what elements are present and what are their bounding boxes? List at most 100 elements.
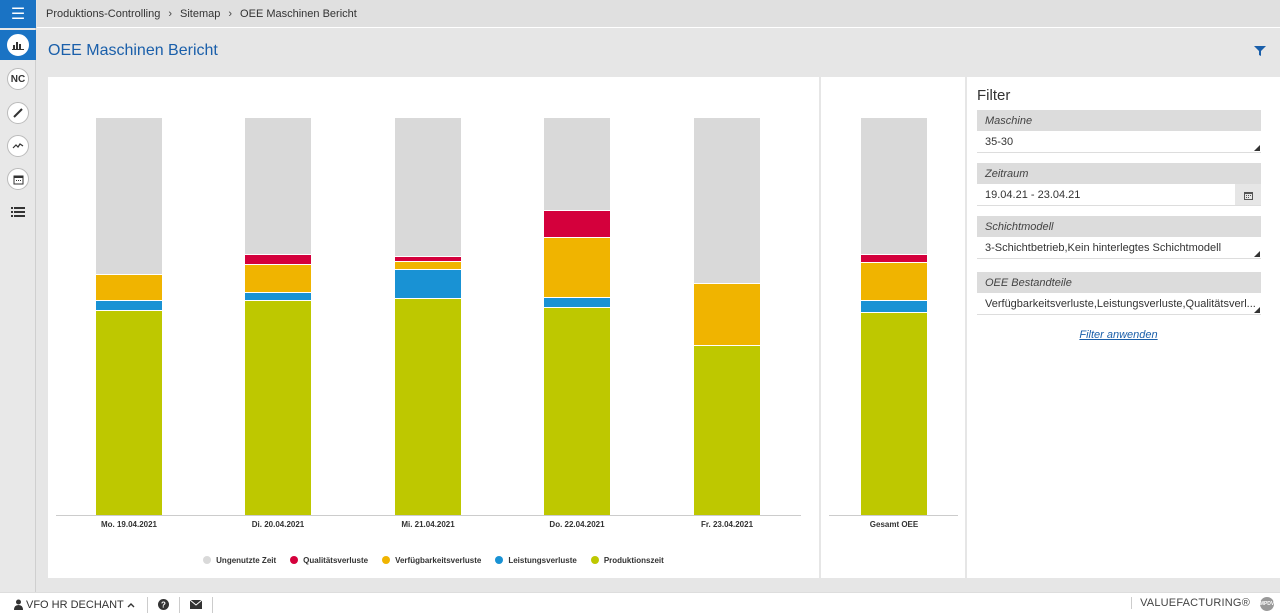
filter-shift-model: Schichtmodell 3-Schichtbetrieb,Kein hint… xyxy=(977,216,1261,259)
stacked-bar[interactable] xyxy=(395,77,461,515)
legend-label: Ungenutzte Zeit xyxy=(216,555,277,565)
bar-segment-ungenutzte-zeit[interactable] xyxy=(245,117,311,255)
breadcrumb-item[interactable]: Sitemap xyxy=(180,7,221,20)
sidebar-item-pen[interactable] xyxy=(0,98,36,128)
legend-dot-icon xyxy=(203,556,212,564)
bar-segment-qualit-tsverluste[interactable] xyxy=(395,256,461,262)
legend-item[interactable]: Produktionszeit xyxy=(590,555,664,565)
bar-segment-ungenutzte-zeit[interactable] xyxy=(96,117,162,275)
mail-button[interactable] xyxy=(180,596,213,613)
stacked-bar[interactable] xyxy=(96,77,162,515)
user-menu[interactable]: VFO HR DECHANT xyxy=(0,596,148,613)
calendar-icon xyxy=(7,168,29,190)
title-bar: OEE Maschinen Bericht xyxy=(37,30,1280,72)
calendar-icon[interactable] xyxy=(1235,184,1261,205)
stacked-bar[interactable] xyxy=(694,77,760,515)
x-tick-label: Gesamt OEE xyxy=(869,520,919,529)
breadcrumb-item: OEE Maschinen Bericht xyxy=(240,7,357,20)
legend-dot-icon xyxy=(495,556,504,564)
legend-dot-icon xyxy=(382,556,391,564)
bar-segment-produktionszeit[interactable] xyxy=(245,300,311,515)
x-tick-label: Fr. 23.04.2021 xyxy=(700,520,754,529)
sidebar-item-trend[interactable] xyxy=(0,131,36,161)
chevron-right-icon: › xyxy=(168,7,173,20)
period-input[interactable]: 19.04.21 - 23.04.21 xyxy=(977,184,1261,206)
sidebar-item-nc[interactable]: NC xyxy=(0,64,36,94)
x-tick-label: Mi. 21.04.2021 xyxy=(401,520,455,529)
sidebar-item-oee-report[interactable] xyxy=(0,30,36,60)
bar-segment-verf-gbarkeitsverluste[interactable] xyxy=(245,264,311,293)
bar-segment-produktionszeit[interactable] xyxy=(96,310,162,515)
filter-oee-components: OEE Bestandteile Verfügbarkeitsverluste,… xyxy=(977,272,1261,315)
list-icon xyxy=(11,204,25,222)
machine-value: 35-30 xyxy=(985,135,1014,148)
stacked-bar[interactable] xyxy=(861,77,927,515)
bar-segment-produktionszeit[interactable] xyxy=(861,312,927,515)
bar-segment-verf-gbarkeitsverluste[interactable] xyxy=(544,237,610,297)
sidebar: ☰ NC xyxy=(0,0,36,592)
bar-segment-produktionszeit[interactable] xyxy=(395,298,461,515)
trend-line-icon xyxy=(7,135,29,157)
bar-chart-icon xyxy=(7,34,29,56)
hamburger-menu-icon[interactable]: ☰ xyxy=(0,0,36,28)
bar-segment-ungenutzte-zeit[interactable] xyxy=(861,117,927,255)
filter-label: Schichtmodell xyxy=(977,216,1261,237)
chart-legend: Ungenutzte Zeit Qualitätsverluste Verfüg… xyxy=(48,553,819,567)
oee-components-select[interactable]: Verfügbarkeitsverluste,Leistungsverluste… xyxy=(977,293,1261,315)
x-axis-line xyxy=(829,515,958,516)
legend-label: Produktionszeit xyxy=(603,555,664,565)
x-axis-line xyxy=(56,515,801,516)
filter-period: Zeitraum 19.04.21 - 23.04.21 xyxy=(977,163,1261,206)
bar-segment-verf-gbarkeitsverluste[interactable] xyxy=(861,262,927,301)
legend-item[interactable]: Verfügbarkeitsverluste xyxy=(382,556,481,565)
svg-text:?: ? xyxy=(161,601,166,610)
bar-segment-leistungsverluste[interactable] xyxy=(861,300,927,313)
bar-segment-verf-gbarkeitsverluste[interactable] xyxy=(96,274,162,301)
bar-segment-qualit-tsverluste[interactable] xyxy=(544,210,610,238)
sidebar-item-list[interactable] xyxy=(0,198,36,228)
dropdown-corner-icon xyxy=(1254,145,1260,151)
bar-segment-ungenutzte-zeit[interactable] xyxy=(544,117,610,211)
filter-machine: Maschine 35-30 xyxy=(977,110,1261,153)
shift-model-value: 3-Schichtbetrieb,Kein hinterlegtes Schic… xyxy=(985,241,1222,254)
page-title: OEE Maschinen Bericht xyxy=(48,42,218,59)
bar-segment-verf-gbarkeitsverluste[interactable] xyxy=(395,261,461,270)
bar-segment-leistungsverluste[interactable] xyxy=(544,296,610,307)
bar-segment-leistungsverluste[interactable] xyxy=(395,269,461,299)
x-tick-label: Mo. 19.04.2021 xyxy=(100,520,158,529)
bar-segment-ungenutzte-zeit[interactable] xyxy=(395,117,461,257)
footer: VFO HR DECHANT ? VALUEFACTURING® MPDV xyxy=(0,592,1280,616)
x-tick-label: Di. 20.04.2021 xyxy=(251,520,305,529)
bar-segment-ungenutzte-zeit[interactable] xyxy=(694,117,760,283)
period-value: 19.04.21 - 23.04.21 xyxy=(985,188,1081,201)
stacked-bar[interactable] xyxy=(544,77,610,515)
chevron-right-icon: › xyxy=(228,7,233,20)
x-tick-label: Do. 22.04.2021 xyxy=(549,520,605,529)
filter-label: Maschine xyxy=(977,110,1261,131)
bar-segment-produktionszeit[interactable] xyxy=(544,306,610,515)
bar-segment-produktionszeit[interactable] xyxy=(694,345,760,515)
help-button[interactable]: ? xyxy=(148,596,180,613)
bar-segment-leistungsverluste[interactable] xyxy=(245,292,311,301)
breadcrumb-item[interactable]: Produktions-Controlling xyxy=(46,7,161,20)
user-name: VFO HR DECHANT xyxy=(26,598,124,611)
machine-select[interactable]: 35-30 xyxy=(977,131,1261,153)
bar-segment-verf-gbarkeitsverluste[interactable] xyxy=(694,282,760,346)
filter-icon[interactable] xyxy=(1254,44,1266,62)
stacked-bar[interactable] xyxy=(245,77,311,515)
filter-title: Filter xyxy=(977,87,1011,104)
bar-segment-qualit-tsverluste[interactable] xyxy=(245,254,311,265)
help-icon: ? xyxy=(157,599,169,610)
bar-segment-leistungsverluste[interactable] xyxy=(96,300,162,311)
legend-item[interactable]: Qualitätsverluste xyxy=(290,556,368,565)
filter-panel: Filter Maschine 35-30 Zeitraum 19.04.21 … xyxy=(967,77,1280,578)
legend-item[interactable]: Ungenutzte Zeit xyxy=(203,556,276,565)
apply-filter-link[interactable]: Filter anwenden xyxy=(1079,329,1158,341)
breadcrumb: Produktions-Controlling › Sitemap › OEE … xyxy=(37,0,1280,28)
sidebar-item-calendar[interactable] xyxy=(0,164,36,194)
filter-label: OEE Bestandteile xyxy=(977,272,1261,293)
shift-model-select[interactable]: 3-Schichtbetrieb,Kein hinterlegtes Schic… xyxy=(977,237,1261,259)
legend-item[interactable]: Leistungsverluste xyxy=(495,556,577,565)
bar-segment-qualit-tsverluste[interactable] xyxy=(861,254,927,263)
